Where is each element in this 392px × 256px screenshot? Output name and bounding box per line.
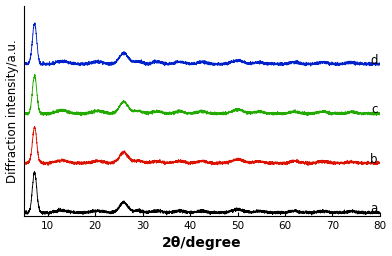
Text: b: b bbox=[370, 153, 377, 166]
Text: c: c bbox=[371, 103, 377, 116]
Text: a: a bbox=[370, 202, 377, 215]
Text: d: d bbox=[370, 54, 377, 67]
Y-axis label: Diffraction intensity/a.u.: Diffraction intensity/a.u. bbox=[5, 39, 18, 183]
X-axis label: 2θ/degree: 2θ/degree bbox=[162, 237, 242, 250]
